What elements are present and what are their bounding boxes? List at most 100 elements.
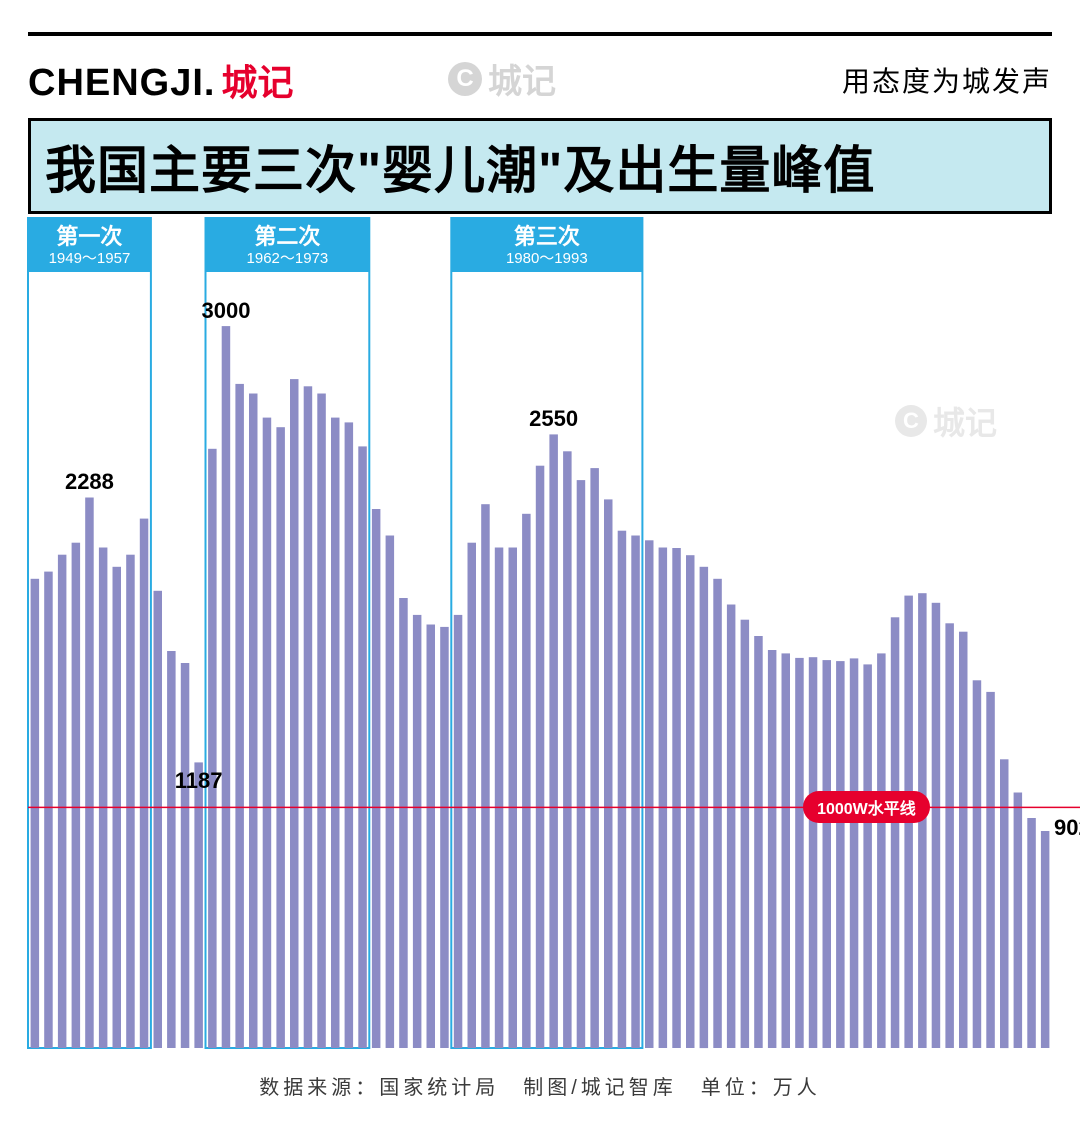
bar — [823, 660, 832, 1048]
bar — [413, 615, 422, 1048]
watermark-text: 城记 — [488, 54, 556, 103]
bar — [99, 548, 108, 1049]
bar — [945, 623, 954, 1048]
chart-svg — [28, 218, 1052, 1048]
wave-title: 第二次 — [205, 224, 369, 250]
bar — [659, 548, 668, 1049]
bar — [563, 451, 572, 1048]
bar — [1000, 759, 1009, 1048]
bar — [782, 653, 791, 1048]
bar — [754, 636, 763, 1048]
wave-label: 第一次1949～1957 — [28, 218, 151, 272]
bar — [44, 572, 53, 1048]
bar — [440, 627, 449, 1048]
logo: CHENGJI. 城记 — [28, 54, 294, 106]
bar — [317, 394, 326, 1049]
peak-label: 1187 — [175, 768, 223, 794]
reference-line-label: 1000W水平线 — [803, 791, 930, 823]
bar — [290, 379, 299, 1048]
peak-label: 2288 — [65, 469, 114, 495]
bar — [741, 620, 750, 1048]
bar — [1027, 818, 1036, 1048]
bar — [618, 531, 627, 1048]
bar — [1041, 831, 1050, 1048]
bar — [427, 625, 436, 1049]
footer-credits: 数据来源：国家统计局 制图/城记智库 单位：万人 — [0, 1071, 1080, 1100]
bar — [713, 579, 722, 1048]
wave-label: 第二次1962～1973 — [205, 218, 369, 272]
watermark-text: 城记 — [933, 398, 997, 444]
bar — [468, 543, 477, 1048]
bar — [877, 653, 886, 1048]
bar — [235, 384, 244, 1048]
bar — [522, 514, 531, 1048]
edge-value-label: 902 — [1054, 815, 1080, 841]
bar — [768, 650, 777, 1048]
peak-label: 2550 — [529, 406, 578, 432]
bar — [809, 657, 818, 1048]
logo-en: CHENGJI. — [28, 62, 215, 105]
bar — [126, 555, 135, 1048]
wave-label: 第三次1980～1993 — [451, 218, 642, 272]
bar — [276, 427, 285, 1048]
bar — [154, 591, 163, 1048]
bar — [194, 762, 203, 1048]
wave-range: 1962～1973 — [205, 250, 369, 268]
wave-title: 第三次 — [451, 224, 642, 250]
bar — [549, 434, 558, 1048]
bar — [263, 418, 272, 1048]
bar — [604, 499, 613, 1048]
header: CHENGJI. 城记 C 城记 用态度为城发声 — [28, 54, 1052, 106]
chart: 第一次1949～1957 第二次1962～1973 第三次1980～1993 2288… — [28, 218, 1052, 1048]
bar — [358, 446, 367, 1048]
peak-label: 3000 — [201, 298, 250, 324]
bar — [863, 664, 872, 1048]
bar — [31, 579, 39, 1048]
bar — [399, 598, 408, 1048]
bar — [304, 386, 313, 1048]
page-title: 我国主要三次"婴儿潮"及出生量峰值 — [45, 142, 875, 199]
bar — [454, 615, 463, 1048]
bar — [850, 658, 859, 1048]
bar — [181, 663, 190, 1048]
wave-title: 第一次 — [28, 224, 151, 250]
bar — [631, 536, 640, 1049]
bar — [72, 543, 81, 1048]
bar — [509, 548, 518, 1049]
bar — [495, 548, 504, 1049]
bar — [932, 603, 941, 1048]
bar — [1014, 793, 1023, 1049]
bar — [836, 661, 845, 1048]
bar — [986, 692, 995, 1048]
wave-box — [451, 218, 642, 1048]
bar — [222, 326, 231, 1048]
bar — [536, 466, 545, 1048]
bar — [590, 468, 599, 1048]
title-box: 我国主要三次"婴儿潮"及出生量峰值 — [28, 118, 1052, 214]
bar — [727, 605, 736, 1049]
bar — [345, 422, 354, 1048]
wave-range: 1949～1957 — [28, 250, 151, 268]
bar — [686, 555, 695, 1048]
bar — [672, 548, 681, 1048]
bar — [891, 617, 900, 1048]
top-rule — [28, 32, 1052, 36]
bar — [481, 504, 490, 1048]
bar — [645, 540, 654, 1048]
slogan: 用态度为城发声 — [842, 60, 1052, 100]
bar — [577, 480, 586, 1048]
bar — [167, 651, 176, 1048]
bar — [208, 449, 217, 1048]
bar — [386, 536, 395, 1049]
logo-cn: 城记 — [221, 54, 293, 106]
wave-range: 1980～1993 — [451, 250, 642, 268]
bar — [959, 632, 968, 1048]
bar — [973, 680, 982, 1048]
bar — [58, 555, 67, 1048]
bar — [372, 509, 381, 1048]
watermark-icon: C — [895, 405, 927, 437]
bar — [795, 658, 804, 1048]
watermark-chart: C城记 — [895, 398, 997, 444]
bar — [85, 498, 94, 1049]
watermark-icon: C — [448, 62, 482, 96]
